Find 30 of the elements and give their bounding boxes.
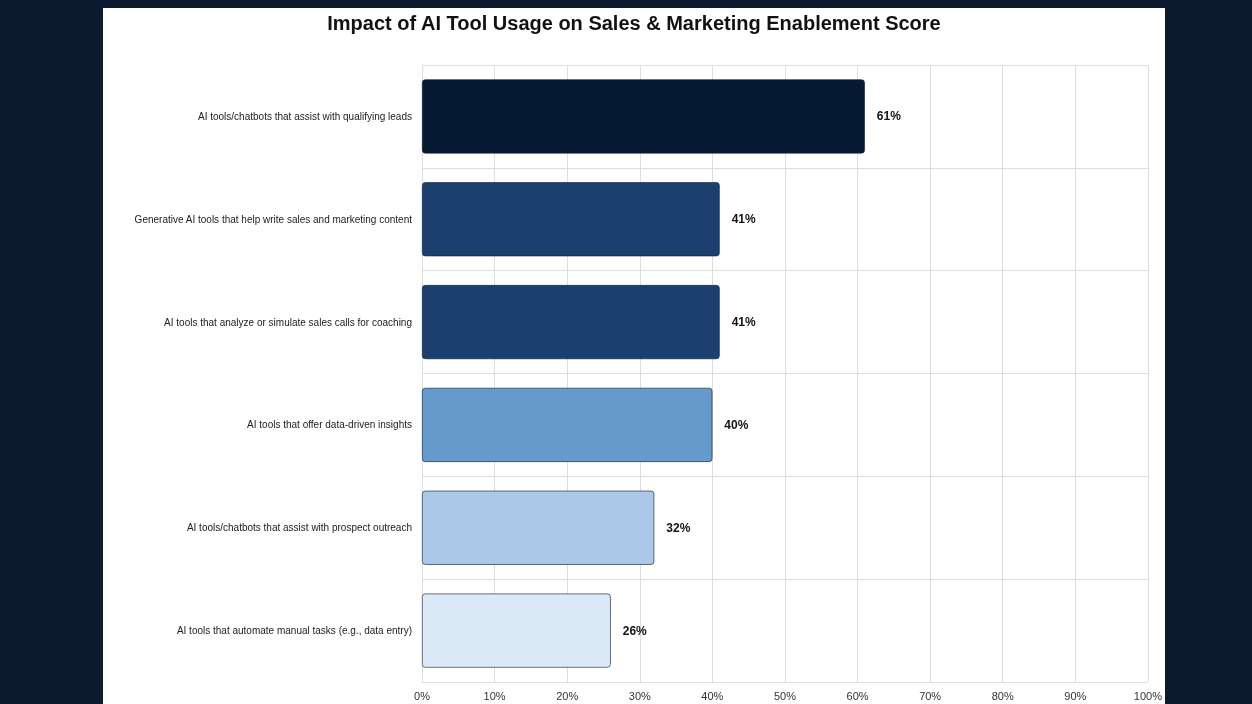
data-label: 41% (731, 315, 756, 330)
bar (422, 387, 713, 462)
y-tick-label: AI tools/chatbots that assist with qualifying leads (197, 110, 412, 122)
y-tick-label: AI tools that offer data-driven insights (247, 419, 412, 431)
bar (422, 490, 655, 565)
x-tick-label: 60% (846, 689, 869, 702)
data-label: 41% (731, 212, 756, 227)
chart-title: Impact of AI Tool Usage on Sales & Marketing Enablement Score (327, 12, 941, 34)
x-tick-label: 80% (991, 689, 1014, 702)
x-tick-label: 50% (773, 689, 797, 702)
y-tick-label: AI tools that analyze or simulate sales calls for coaching (164, 316, 412, 328)
data-label: 40% (724, 417, 749, 432)
bar (422, 593, 611, 668)
x-tick-label: 70% (919, 689, 942, 702)
data-label: 32% (666, 520, 691, 535)
x-tick-label: 40% (701, 689, 724, 702)
x-tick-label: 20% (556, 689, 579, 702)
x-tick-label: 30% (628, 689, 651, 702)
y-tick-label: AI tools that automate manual tasks (e.g., data entry) (176, 625, 412, 637)
data-label: 61% (876, 109, 902, 124)
data-label: 26% (622, 623, 648, 638)
x-tick-label: 100% (1133, 689, 1163, 702)
x-tick-label: 0% (414, 689, 431, 702)
x-tick-label: 10% (483, 689, 506, 702)
y-tick-label: AI tools/chatbots that assist with prospect outreach (186, 522, 412, 534)
bar (422, 79, 865, 154)
bar (422, 285, 720, 360)
y-tick-label: Generative AI tools that help write sales and marketing content (134, 213, 413, 225)
x-tick-label: 90% (1064, 689, 1087, 702)
bar (422, 182, 720, 257)
